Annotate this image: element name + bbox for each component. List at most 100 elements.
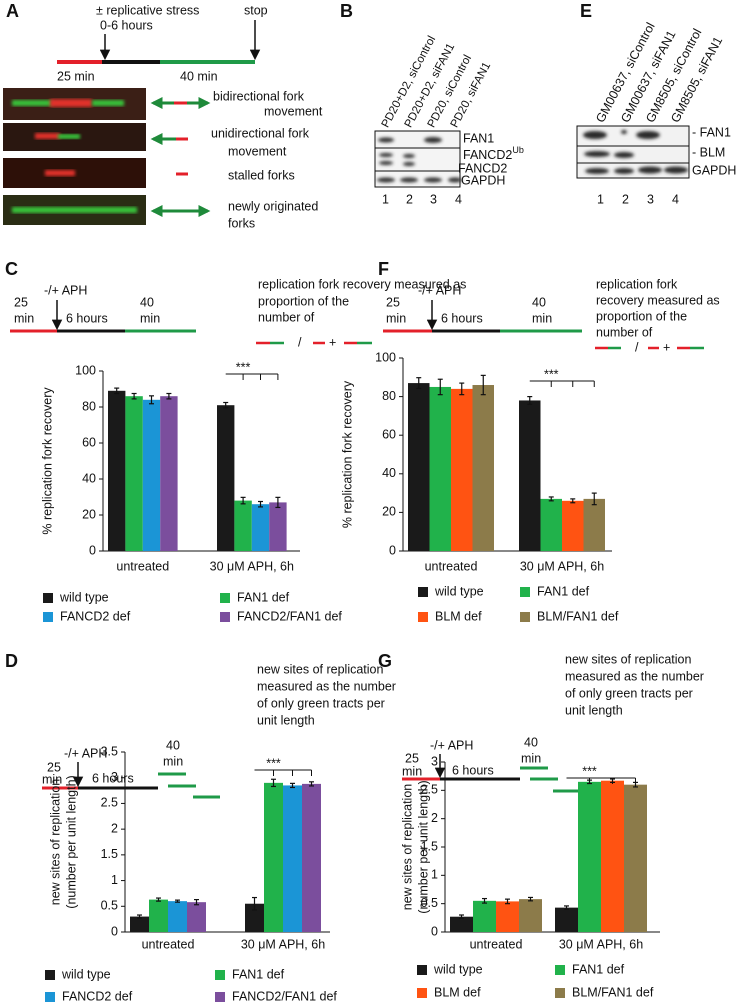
legend-label: wild type [434, 584, 484, 598]
label: 40 [532, 295, 546, 309]
bar [187, 902, 206, 932]
fiber-label: forks [228, 216, 255, 230]
label: -/+ APH [430, 738, 473, 752]
bar [283, 785, 302, 932]
y-axis-label: (number per unit length) [64, 775, 78, 908]
bar [168, 901, 187, 932]
error-bar [156, 897, 161, 902]
error-bar [223, 401, 229, 409]
note: replication fork recovery measured as [258, 277, 466, 291]
bar [269, 502, 287, 551]
lane-number: 1 [382, 192, 389, 206]
error-bar [271, 778, 276, 788]
y-tick-label: 3 [431, 754, 438, 768]
error-bar [528, 896, 533, 902]
legend-label: FANCD2 def [60, 609, 131, 623]
error-bar [480, 374, 486, 396]
y-tick-label: 0.5 [421, 896, 438, 910]
legend-label: BLM def [434, 985, 481, 999]
error-bar [166, 392, 172, 400]
error-bar [137, 914, 142, 919]
legend-label: FANCD2/FAN1 def [232, 989, 337, 1003]
panel-label: C [5, 259, 18, 279]
error-bar [505, 898, 510, 905]
bar [160, 396, 178, 551]
legend-label: FAN1 def [232, 967, 285, 981]
symbol: / [635, 340, 639, 354]
bands [377, 137, 462, 183]
lane-number: 2 [622, 192, 629, 206]
band-label: FANCD2Ub [463, 145, 524, 162]
significance-label: *** [582, 764, 597, 778]
legend-label: wild type [59, 590, 109, 604]
y-axis-label: new sites of replication [400, 784, 414, 911]
x-tick-label: 30 μM APH, 6h [210, 559, 294, 573]
legend-swatch [417, 988, 427, 998]
error-bar [194, 898, 199, 906]
legend-label: wild type [433, 962, 483, 976]
legend-label: FAN1 def [572, 962, 625, 976]
symbol: / [298, 335, 302, 349]
panel-a: A ± replicative stress 0-6 hours stop 25… [3, 1, 323, 230]
legend-label: BLM def [435, 609, 482, 623]
note: replication fork [596, 277, 678, 291]
bar [234, 500, 252, 551]
lane-number: 2 [406, 192, 413, 206]
y-tick-label: 60 [82, 435, 96, 449]
label: 6 hours [92, 771, 134, 785]
band-label: - BLM [692, 145, 725, 159]
fiber-label: unidirectional fork [211, 126, 310, 140]
error-bar [149, 395, 154, 405]
lane-number: 3 [430, 192, 437, 206]
note: of only green tracts per [565, 686, 693, 700]
panel-label: G [378, 651, 392, 671]
y-tick-label: 2 [431, 811, 438, 825]
label: 40 [140, 295, 154, 309]
error-bar [240, 496, 246, 505]
panel-label: E [580, 1, 592, 21]
lane-number: 4 [455, 192, 462, 206]
note: proportion of the [258, 294, 349, 308]
y-tick-label: 80 [382, 389, 396, 403]
y-tick-label: 60 [382, 427, 396, 441]
y-tick-label: 0.5 [101, 899, 118, 913]
bar [251, 504, 270, 551]
label: -/+ APH [44, 283, 87, 297]
note: new sites of replication [565, 652, 692, 666]
error-bar [275, 496, 281, 509]
note: unit length [565, 703, 623, 717]
legend-label: FAN1 def [537, 584, 590, 598]
y-axis-label: (number per unit length) [416, 780, 430, 913]
error-bar [290, 782, 295, 789]
significance-label: *** [544, 367, 559, 381]
x-tick-label: untreated [142, 937, 195, 951]
legend-swatch [418, 612, 428, 622]
symbol: + [663, 340, 670, 354]
error-bar [131, 392, 137, 400]
note: measured as the number [565, 669, 704, 683]
legend-swatch [418, 587, 428, 597]
x-tick-label: 30 μM APH, 6h [559, 937, 643, 951]
label: min [14, 311, 34, 325]
x-tick-label: untreated [116, 559, 169, 573]
fiber-label: bidirectional fork [213, 89, 305, 103]
label: 6 hours [452, 763, 494, 777]
bar [450, 916, 473, 932]
x-tick-label: untreated [470, 937, 523, 951]
note: measured as the number [257, 679, 396, 693]
y-tick-label: 1.5 [101, 847, 118, 861]
panel-label: D [5, 651, 18, 671]
label: 25 [47, 760, 61, 774]
note: unit length [257, 713, 315, 727]
legend-swatch [45, 970, 55, 980]
x-tick-label: untreated [425, 559, 478, 573]
label: min [386, 311, 406, 325]
note: number of [596, 325, 653, 339]
error-bar [527, 396, 533, 405]
label: 0-6 hours [100, 18, 153, 32]
legend-swatch [220, 612, 230, 622]
y-tick-label: 2.5 [101, 796, 118, 810]
legend-label: FANCD2 def [62, 989, 133, 1003]
legend-swatch [45, 992, 55, 1002]
error-bar [258, 500, 263, 508]
